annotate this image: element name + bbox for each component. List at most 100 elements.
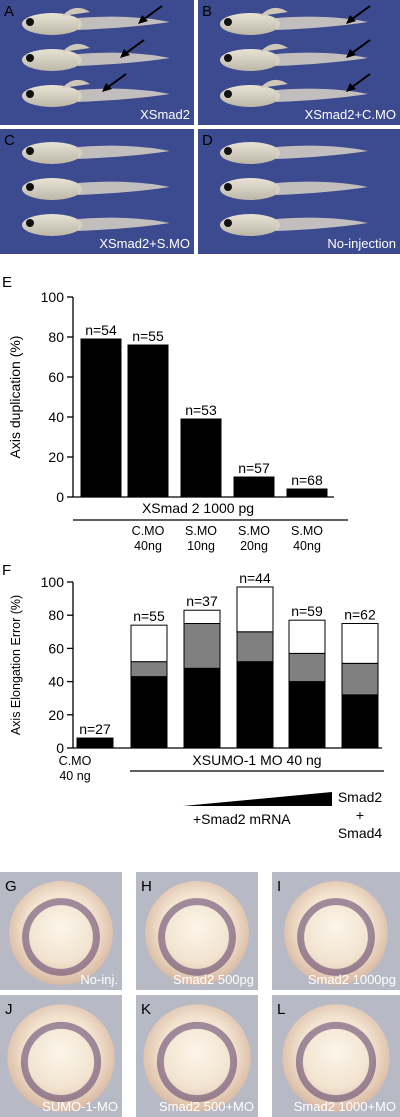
n-label: n=68 [291, 472, 323, 488]
bar-segment [183, 667, 221, 749]
arrow-icon [138, 5, 163, 24]
y-tick-label: 20 [48, 707, 64, 723]
category-label: 40ng [134, 539, 162, 553]
chart-f-last-label-2: + [356, 807, 364, 823]
panel-letter: K [141, 1001, 151, 1018]
bar-segment [183, 623, 221, 669]
chart-e-n-labels: n=54 n=55 n=53 n=57 n=68 [85, 322, 323, 488]
y-tick-label: 80 [48, 607, 64, 623]
n-label: n=62 [344, 607, 376, 623]
arrow-icon [346, 5, 371, 24]
bar-segment [76, 737, 114, 749]
category-label: 20ng [240, 539, 268, 553]
arrow-icon [346, 73, 371, 92]
chart-f-n-labels: n=27 n=55 n=37 n=44 n=59 n=62 [79, 570, 376, 737]
embryo-panel-i: I Smad2 1000pg [272, 872, 400, 990]
category-label: S.MO [291, 524, 323, 538]
embryo-panel-g: G No-inj. [0, 872, 122, 990]
bar-segment [341, 623, 379, 664]
panel-label: XSmad2+S.MO [99, 236, 190, 251]
tadpole-image [22, 79, 170, 107]
tadpole-image [22, 142, 170, 164]
bar-segment [183, 609, 221, 624]
chart-e-group-label: XSmad 2 1000 pg [142, 500, 254, 516]
panel-label: Smad2 1000pg [308, 972, 396, 987]
category-label: 40ng [293, 539, 321, 553]
tadpole-image [22, 178, 170, 200]
tadpole-image [220, 178, 368, 200]
bar-segment [288, 681, 326, 749]
photo-panel-d: D No-injection [198, 129, 400, 254]
panel-letter: B [202, 3, 212, 20]
bar-segment [288, 619, 326, 654]
tadpole-image [220, 43, 368, 71]
embryo-image [9, 881, 113, 985]
embryo-panel-l: L Smad2 1000+MO [272, 995, 400, 1117]
embryo-panel-h: H Smad2 500pg [136, 872, 258, 990]
y-tick-label: 40 [48, 674, 64, 690]
bar-segment [130, 661, 168, 678]
y-tick-label: 40 [48, 409, 64, 425]
tadpole-image [220, 79, 368, 107]
chart-e-y-axis-label: Axis duplication (%) [7, 336, 23, 459]
panel-letter: I [277, 878, 281, 895]
category-label: 10ng [187, 539, 215, 553]
y-tick-label: 60 [48, 369, 64, 385]
y-tick-label: 100 [41, 289, 65, 305]
tadpole-image [22, 43, 170, 71]
photo-panel-a: A XSmad2 [0, 0, 194, 125]
category-label: C.MO [132, 524, 165, 538]
panel-label: XSmad2+C.MO [305, 107, 396, 122]
axis-elongation-error-chart: F Axis Elongation Error (%) 0 20 40 60 80 100… [2, 562, 384, 841]
embryo-panel-j: J SUMO-1-MO [0, 995, 122, 1117]
panel-label: XSmad2 [140, 107, 190, 122]
y-tick-label: 60 [48, 640, 64, 656]
chart-f-ramp-label: +Smad2 mRNA [193, 811, 291, 827]
category-label: S.MO [238, 524, 270, 538]
panel-letter: H [141, 878, 152, 895]
tadpole-image [220, 7, 368, 35]
panel-letter: C [4, 132, 15, 149]
bar-segment [80, 338, 122, 498]
panel-letter-e: E [2, 274, 12, 291]
category-label: 40 ng [59, 769, 90, 783]
panel-label: No-inj. [80, 972, 118, 987]
y-tick-label: 20 [48, 449, 64, 465]
panel-letter-f: F [2, 562, 11, 579]
n-label: n=55 [132, 328, 164, 344]
y-tick-label: 100 [41, 574, 65, 590]
panel-label: SUMO-1-MO [42, 1099, 118, 1114]
photo-panel-c: C XSmad2+S.MO [0, 129, 194, 254]
embryo-image [145, 881, 249, 985]
embryo-image [282, 1004, 390, 1112]
bar-segment [130, 676, 168, 749]
chart-e-y-ticks: 0 20 40 60 80 100 [41, 289, 73, 505]
y-tick-label: 0 [56, 489, 64, 505]
tadpole-image [220, 142, 368, 164]
bar-segment [286, 488, 328, 498]
embryo-photo-panels: G No-inj. H Smad2 500pg I Smad2 1000pg J SUMO-1… [0, 872, 400, 1117]
bar-segment [236, 586, 274, 633]
panel-label: Smad2 500pg [173, 972, 254, 987]
chart-f-y-ticks: 0 20 40 60 80 100 [41, 574, 73, 756]
bar-segment [127, 344, 169, 498]
bar-segment [233, 476, 275, 498]
n-label: n=44 [239, 570, 271, 586]
panel-letter: J [5, 1001, 13, 1018]
chart-f-concentration-ramp [183, 792, 332, 806]
n-label: n=54 [85, 322, 117, 338]
embryo-image [143, 1004, 251, 1112]
embryo-panel-k: K Smad2 500+MO [136, 995, 258, 1117]
chart-f-bars [76, 586, 379, 749]
n-label: n=55 [133, 608, 165, 624]
chart-e-bars [80, 338, 328, 498]
axis-duplication-chart: E Axis duplication (%) 0 20 40 60 80 100 n=54… [2, 274, 348, 553]
n-label: n=57 [238, 460, 270, 476]
panel-label: Smad2 1000+MO [294, 1099, 396, 1114]
panel-label: No-injection [327, 236, 396, 251]
panel-label: Smad2 500+MO [159, 1099, 254, 1114]
embryo-image [7, 1004, 115, 1112]
bar-segment [180, 418, 222, 498]
